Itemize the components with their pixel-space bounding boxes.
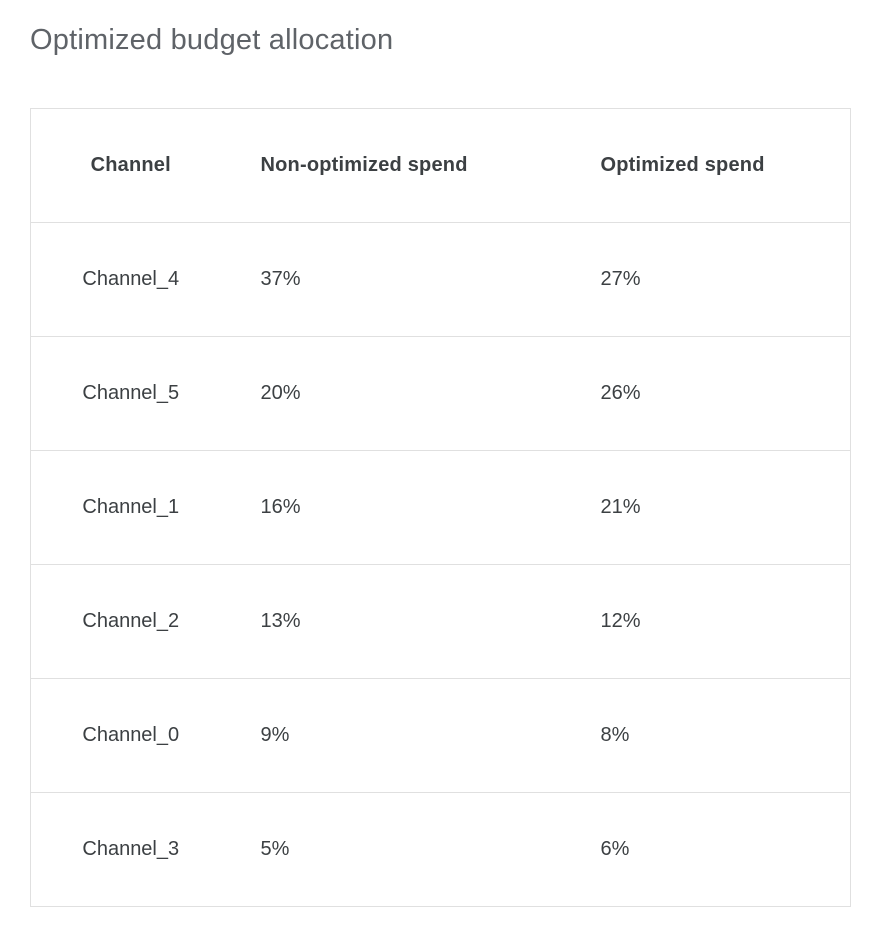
table-row: Channel_4 37% 27%: [30, 222, 851, 337]
non-optimized-spend-cell: 9%: [260, 724, 290, 747]
non-optimized-spend-cell: 5%: [260, 838, 290, 861]
budget-allocation-table: Channel Non-optimized spend Optimized sp…: [30, 108, 851, 908]
table-row: Channel_3 5% 6%: [30, 792, 851, 907]
optimized-spend-cell: 21%: [600, 496, 641, 519]
table-row: Channel_2 13% 12%: [30, 564, 851, 679]
column-header-optimized-spend: Optimized spend: [600, 154, 765, 177]
optimized-spend-cell: 26%: [600, 382, 641, 405]
channel-cell: Channel_2: [82, 610, 180, 633]
channel-cell: Channel_1: [82, 496, 180, 519]
channel-cell: Channel_0: [82, 724, 180, 747]
non-optimized-spend-cell: 13%: [260, 610, 301, 633]
channel-cell: Channel_3: [82, 838, 180, 861]
non-optimized-spend-cell: 16%: [260, 496, 301, 519]
non-optimized-spend-cell: 20%: [260, 382, 301, 405]
optimized-spend-cell: 8%: [600, 724, 630, 747]
page-title: Optimized budget allocation: [30, 24, 394, 56]
column-header-channel: Channel: [90, 154, 171, 177]
table-header-row: Channel Non-optimized spend Optimized sp…: [31, 109, 851, 223]
table-row: Channel_0 9% 8%: [30, 678, 851, 793]
non-optimized-spend-cell: 37%: [260, 268, 301, 291]
optimized-spend-cell: 12%: [600, 610, 641, 633]
table-row: Channel_5 20% 26%: [30, 336, 851, 451]
report-page: Optimized budget allocation Channel Non-…: [30, 24, 851, 908]
channel-cell: Channel_5: [82, 382, 180, 405]
optimized-spend-cell: 27%: [600, 268, 641, 291]
channel-cell: Channel_4: [82, 268, 180, 291]
optimized-spend-cell: 6%: [600, 838, 630, 861]
column-header-non-optimized-spend: Non-optimized spend: [260, 154, 468, 177]
table-row: Channel_1 16% 21%: [30, 450, 851, 565]
